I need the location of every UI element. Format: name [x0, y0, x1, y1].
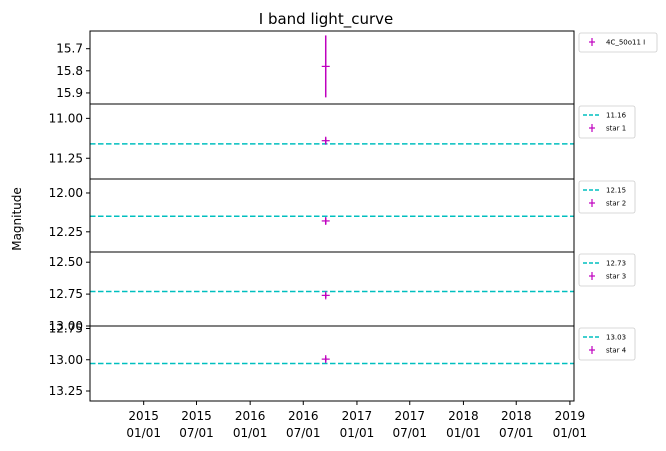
y-tick-label: 12.00: [49, 186, 83, 200]
x-tick-label-year: 2016: [288, 409, 319, 423]
panel-frame: [89, 178, 575, 253]
y-tick-label: 15.8: [56, 64, 83, 78]
x-tick-label-year: 2017: [342, 409, 373, 423]
legend-column: 4C_50o11 I 11.16 star 1 12.15 star 2 12.73 sta…: [578, 32, 658, 361]
legend-frame: [578, 180, 636, 214]
panel-2: 11.00 11.25: [49, 103, 575, 180]
x-tick-label-date: 01/01: [233, 426, 268, 440]
legend-4: 12.73 star 3: [578, 253, 636, 287]
y-tick-label: 12.25: [49, 225, 83, 239]
x-tick-label-year: 2018: [501, 409, 532, 423]
x-tick-label-year: 2015: [181, 409, 212, 423]
x-tick-label-year: 2019: [555, 409, 586, 423]
y-axis-label: Magnitude: [10, 187, 24, 251]
x-tick-label-date: 07/01: [179, 426, 214, 440]
x-tick-label-date: 07/01: [499, 426, 534, 440]
panel-frame: [89, 103, 575, 180]
y-tick-label: 13.00: [49, 319, 83, 333]
y-tick-label: 13.25: [49, 384, 83, 398]
x-axis: 2015 01/01 2015 07/01 2016 01/01 2016 07/01 2017…: [126, 401, 587, 440]
legend-frame: [578, 327, 636, 361]
y-tick-label: 13.00: [49, 353, 83, 367]
legend-label: 4C_50o11 I: [606, 39, 645, 47]
legend-label: star 4: [606, 347, 627, 355]
panel-frame: [89, 30, 575, 105]
y-tick-label: 11.00: [49, 111, 83, 125]
legend-label: star 1: [606, 125, 626, 133]
legend-5: 13.03 star 4: [578, 327, 636, 361]
y-tick-label: 12.75: [49, 322, 83, 336]
panel-frame: [89, 251, 575, 327]
panel-3: 12.00 12.25: [49, 178, 575, 253]
y-tick-label: 11.25: [49, 151, 83, 165]
legend-label: 12.15: [606, 187, 626, 195]
x-tick-label-date: 01/01: [446, 426, 481, 440]
x-tick-label-year: 2015: [128, 409, 159, 423]
x-tick-label-date: 01/01: [340, 426, 375, 440]
legend-label: star 3: [606, 273, 626, 281]
x-tick-label-date: 01/01: [553, 426, 588, 440]
panel-1: 15.7 15.8 15.9: [56, 30, 575, 105]
y-tick-label: 15.9: [56, 86, 83, 100]
legend-frame: [578, 253, 636, 287]
x-tick-label-year: 2016: [235, 409, 266, 423]
legend-2: 11.16 star 1: [578, 105, 636, 139]
legend-3: 12.15 star 2: [578, 180, 636, 214]
legend-1: 4C_50o11 I: [578, 32, 658, 53]
x-tick-label-year: 2018: [448, 409, 479, 423]
legend-label: 12.73: [606, 260, 626, 268]
chart-title: I band light_curve: [259, 10, 393, 29]
x-tick-label-date: 07/01: [392, 426, 427, 440]
legend-label: star 2: [606, 200, 626, 208]
x-tick-label-date: 07/01: [286, 426, 321, 440]
legend-label: 11.16: [606, 112, 627, 120]
y-tick-label: 12.50: [49, 255, 83, 269]
y-tick-label: 15.7: [56, 42, 83, 56]
legend-frame: [578, 32, 658, 53]
panel-frame: [89, 325, 575, 402]
y-tick-label: 12.75: [49, 287, 83, 301]
x-tick-label-date: 01/01: [126, 426, 161, 440]
x-tick-label-year: 2017: [394, 409, 425, 423]
panel-stack: 15.7 15.8 15.9 11.00 11.25 12.00 12.25 12.50 12.…: [49, 30, 575, 402]
legend-frame: [578, 105, 636, 139]
legend-label: 13.03: [606, 334, 626, 342]
